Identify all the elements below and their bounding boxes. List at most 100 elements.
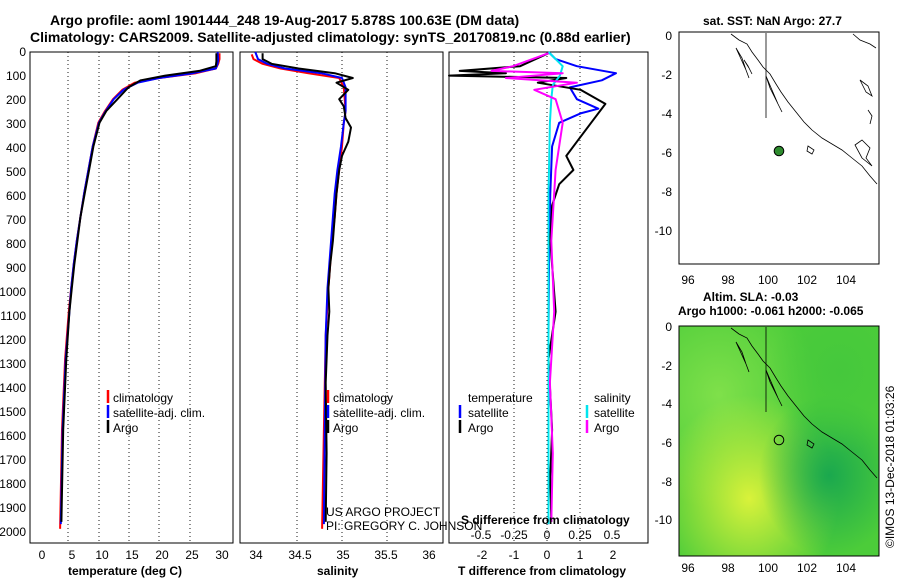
legend-label: Argo [113,421,139,435]
temperature-legend: climatology satellite-adj. clim. Argo [106,390,205,435]
depth-tick: 1300 [0,357,26,371]
pi-credit: PI: GREGORY C. JOHNSON [326,519,482,533]
difference-legend-temperature: temperature satellite Argo [458,391,533,435]
legend-label: satellite-adj. clim. [113,406,205,420]
salinity-series [250,51,354,529]
depth-tick: 1800 [0,477,26,491]
project-credit: US ARGO PROJECT [326,505,441,519]
series-line-climatology [59,53,221,529]
figure-title-line2: Climatology: CARS2009. Satellite-adjuste… [30,29,631,45]
temperature-panel: 0 100 200 300 400 500 600 700 800 900 10… [0,45,234,578]
legend-label: satellite-adj. clim. [333,406,425,420]
lon-tick: 98 [721,561,735,575]
salinity-axis-label: salinity [317,564,359,578]
temperature-tick: 10 [95,548,109,562]
salinity-tick: 35 [336,548,350,562]
float-location-marker-sla [773,434,785,446]
depth-tick-labels: 0 100 200 300 400 500 600 700 800 900 10… [0,45,26,539]
lat-tick: -8 [661,185,672,199]
temperature-series [59,51,221,529]
depth-tick: 1900 [0,501,26,515]
depth-tick: 1700 [0,453,26,467]
temperature-tick: 0 [39,548,46,562]
lat-tick: -6 [661,146,672,160]
sst-coastlines [730,33,878,185]
lon-tick: 96 [681,273,695,287]
temperature-grid [67,52,191,543]
sla-map-title: Altim. SLA: -0.03 [703,290,799,304]
depth-tick: 1500 [0,405,26,419]
temperature-axis-label: temperature (deg C) [68,564,182,578]
legend-title: salinity [594,391,631,405]
depth-tick: 1200 [0,333,26,347]
depth-tick: 100 [6,69,26,83]
depth-tick: 2000 [0,525,26,539]
difference-grid [513,52,581,543]
series-line-satellite-t-diff [547,51,617,525]
depth-tick: 1000 [0,285,26,299]
difference-legend-salinity: salinity satellite Argo [585,391,635,435]
difference-t-ticks: -2 -1 0 1 2 [477,548,617,562]
salinity-grid [296,52,388,543]
difference-series [448,51,617,525]
legend-label: satellite [468,406,509,420]
temperature-tick: 25 [185,548,199,562]
series-line-satellite-adj-clim- [254,51,347,525]
t-diff-tick: -1 [509,548,520,562]
depth-tick: 600 [6,189,26,203]
lon-tick: 98 [721,273,735,287]
lat-tick: -4 [661,107,672,121]
t-diff-tick: 0 [544,548,551,562]
salinity-axes-frame [239,51,444,544]
salinity-x-ticks: 34 34.5 35 35.5 36 [249,548,436,562]
lat-tick: -8 [661,475,672,489]
lat-tick: -4 [661,397,672,411]
salinity-panel: 34 34.5 35 35.5 36 salinity climatology … [239,51,482,578]
sla-lon-ticks: 96 98 100 102 104 [681,561,856,575]
salinity-legend: climatology satellite-adj. clim. Argo [326,390,425,435]
figure-title-line1: Argo profile: aoml 1901444_248 19-Aug-20… [50,12,519,28]
lon-tick: 104 [836,273,856,287]
lon-tick: 104 [836,561,856,575]
salinity-tick: 34 [249,548,263,562]
series-line-argo-t-diff [448,52,607,522]
imos-timestamp: ©IMOS 13-Dec-2018 01:03:26 [883,385,897,548]
depth-tick: 800 [6,237,26,251]
series-line-satellite-adj-clim- [59,51,220,525]
legend-label: Argo [594,421,620,435]
temperature-tick: 5 [69,548,76,562]
legend-label: climatology [333,391,393,405]
depth-tick: 1100 [0,309,26,323]
temperature-tick: 20 [155,548,169,562]
s-diff-tick: -0.5 [471,528,492,542]
lat-tick: -6 [661,436,672,450]
sst-lon-ticks: 96 98 100 102 104 [681,273,856,287]
lon-tick: 96 [681,561,695,575]
lon-tick: 102 [797,273,817,287]
difference-s-ticks: -0.5 -0.25 0 0.25 0.5 [471,528,621,542]
float-location-marker [773,145,785,157]
t-diff-tick: 2 [610,548,617,562]
lat-tick: 0 [665,29,672,43]
salinity-tick: 36 [422,548,436,562]
temperature-tick: 15 [125,548,139,562]
depth-tick: 700 [6,213,26,227]
t-diff-tick: -2 [477,548,488,562]
s-diff-tick: 0.5 [604,528,621,542]
sla-map: Altim. SLA: -0.03 Argo h1000: -0.061 h20… [655,290,880,575]
series-line-satellite-s-diff [547,51,564,525]
series-line-climatology [250,54,347,529]
sla-map-frame [678,325,880,557]
legend-title: temperature [468,391,533,405]
difference-panel: -2 -1 0 1 2 T difference from climatolog… [448,51,649,578]
lat-tick: -10 [655,513,673,527]
s-difference-axis-label: S difference from climatology [461,513,630,527]
temperature-x-ticks: 0 5 10 15 20 25 30 [39,548,229,562]
series-line-argo [60,53,218,522]
depth-tick: 300 [6,117,26,131]
depth-tick: 900 [6,261,26,275]
depth-tick: 200 [6,93,26,107]
legend-label: climatology [113,391,173,405]
salinity-tick: 34.5 [288,548,312,562]
